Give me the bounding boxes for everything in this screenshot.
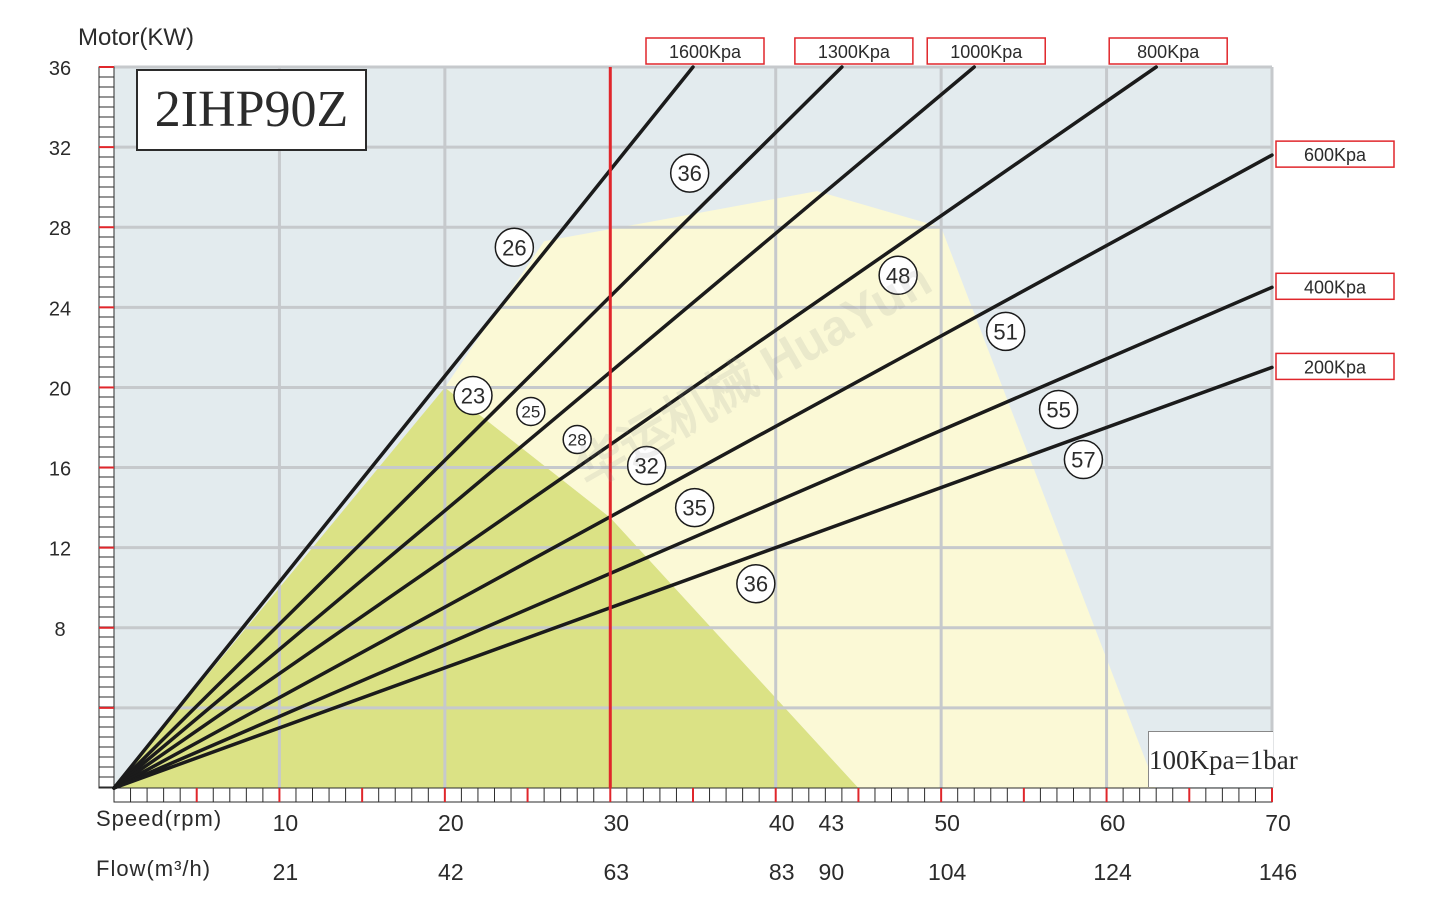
x-tick-label-speed: 60 bbox=[1100, 810, 1126, 836]
series-line-400kpa bbox=[112, 285, 1274, 790]
annotation-circle bbox=[878, 255, 918, 296]
annotation-label: 57 bbox=[1071, 448, 1095, 473]
series-label-1600kpa: 1600Kpa bbox=[669, 42, 742, 62]
x-tick-label-speed: 43 bbox=[819, 810, 845, 836]
series-label-box-600kpa bbox=[1275, 140, 1395, 168]
annotation-circle bbox=[1063, 439, 1104, 480]
x-tick-label-speed: 70 bbox=[1265, 810, 1291, 836]
annotation-label: 28 bbox=[568, 431, 587, 450]
y-tick-label: 16 bbox=[49, 459, 71, 481]
annotation-label: 25 bbox=[521, 402, 540, 421]
series-label-1000kpa: 1000Kpa bbox=[950, 42, 1023, 62]
series-label-600kpa: 600Kpa bbox=[1304, 145, 1367, 165]
series-label-200kpa: 200Kpa bbox=[1304, 357, 1367, 377]
series-label-box-400kpa bbox=[1275, 272, 1395, 301]
annotation-circle bbox=[494, 227, 535, 267]
annotation-label: 26 bbox=[502, 235, 526, 260]
y-axis-title: Motor(KW) bbox=[78, 24, 194, 51]
series-label-box-200kpa bbox=[1275, 352, 1395, 381]
chart-title: 2IHP90Z bbox=[136, 69, 367, 151]
y-tick-label: 12 bbox=[49, 539, 71, 561]
y-tick-label: 8 bbox=[54, 619, 65, 641]
series-line-1000kpa bbox=[112, 65, 976, 790]
x-axis-title-speed: Speed(rpm) bbox=[96, 806, 223, 831]
annotation-label: 51 bbox=[993, 319, 1017, 344]
annotation-label: 32 bbox=[634, 454, 658, 479]
annotation-circle bbox=[562, 424, 592, 455]
series-line-200kpa bbox=[112, 365, 1274, 790]
series-label-400kpa: 400Kpa bbox=[1304, 277, 1367, 297]
annotation-circle bbox=[453, 375, 493, 416]
annotation-label: 23 bbox=[461, 383, 485, 408]
annotation-circle bbox=[985, 311, 1026, 352]
x-tick-label-speed: 20 bbox=[438, 810, 464, 836]
x-tick-label-speed: 30 bbox=[603, 810, 629, 836]
series-label-800kpa: 800Kpa bbox=[1137, 42, 1200, 62]
series-line-600kpa bbox=[112, 153, 1274, 790]
series-line-1600kpa bbox=[112, 65, 695, 790]
x-tick-label-flow: 104 bbox=[928, 859, 967, 885]
annotation-label: 35 bbox=[682, 496, 706, 521]
series-label-box-1000kpa bbox=[926, 37, 1046, 65]
annotation-circle bbox=[516, 396, 546, 427]
x-tick-label-flow: 63 bbox=[603, 859, 629, 885]
x-tick-label-speed: 10 bbox=[273, 810, 299, 836]
y-tick-label: 32 bbox=[49, 138, 71, 160]
y-tick-label: 36 bbox=[49, 58, 71, 80]
series-label-box-800kpa bbox=[1108, 37, 1228, 65]
x-axis-title-flow: Flow(m³/h) bbox=[96, 856, 212, 881]
annotation-circle bbox=[669, 153, 710, 193]
x-tick-label-flow: 42 bbox=[438, 859, 464, 885]
y-tick-label: 28 bbox=[49, 218, 71, 240]
x-tick-label-flow: 21 bbox=[273, 859, 299, 885]
series-line-1300kpa bbox=[112, 65, 844, 790]
annotation-label: 55 bbox=[1046, 397, 1070, 422]
series-label-box-1600kpa bbox=[645, 37, 765, 65]
series-label-box-1300kpa bbox=[794, 37, 914, 65]
x-tick-label-flow: 83 bbox=[769, 859, 795, 885]
x-tick-label-speed: 40 bbox=[769, 810, 795, 836]
annotation-label: 36 bbox=[677, 161, 701, 186]
annotation-label: 36 bbox=[744, 572, 768, 597]
x-tick-label-flow: 90 bbox=[819, 859, 845, 885]
x-tick-label-flow: 146 bbox=[1259, 859, 1297, 885]
unit-note: 100Kpa=1bar bbox=[1148, 731, 1298, 787]
annotation-circle bbox=[626, 445, 667, 486]
annotation-circle bbox=[1038, 389, 1079, 430]
series-label-1300kpa: 1300Kpa bbox=[818, 42, 891, 62]
annotation-circle bbox=[736, 563, 776, 604]
y-tick-label: 20 bbox=[49, 378, 71, 400]
y-tick-label: 24 bbox=[49, 298, 71, 320]
annotation-label: 48 bbox=[886, 263, 910, 288]
series-line-800kpa bbox=[112, 65, 1158, 790]
x-tick-label-flow: 124 bbox=[1093, 859, 1132, 885]
annotation-circle bbox=[674, 487, 715, 528]
x-tick-label-speed: 50 bbox=[934, 810, 960, 836]
